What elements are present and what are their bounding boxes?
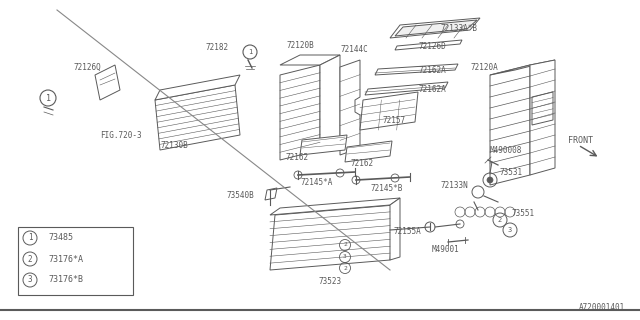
Polygon shape	[395, 20, 477, 36]
Text: 72145*A: 72145*A	[300, 178, 332, 187]
Polygon shape	[280, 55, 340, 65]
Text: M49001: M49001	[432, 245, 460, 254]
Text: 2: 2	[498, 217, 502, 223]
Text: 73485: 73485	[48, 234, 73, 243]
Text: 73531: 73531	[499, 167, 522, 177]
Polygon shape	[390, 18, 480, 38]
Text: 3: 3	[508, 227, 512, 233]
Text: 3: 3	[343, 254, 347, 260]
Text: 73176*A: 73176*A	[48, 254, 83, 263]
Polygon shape	[270, 198, 400, 215]
Polygon shape	[395, 40, 462, 50]
Text: 2: 2	[343, 266, 347, 270]
Text: 73540B: 73540B	[226, 190, 253, 199]
Text: 72157: 72157	[382, 116, 405, 124]
Polygon shape	[265, 188, 277, 200]
Circle shape	[487, 177, 493, 183]
Polygon shape	[95, 65, 120, 100]
Text: 2: 2	[343, 243, 347, 247]
Polygon shape	[375, 64, 458, 75]
Polygon shape	[155, 75, 240, 100]
Text: FRONT: FRONT	[568, 135, 593, 145]
Polygon shape	[300, 135, 347, 155]
Polygon shape	[490, 65, 530, 185]
Polygon shape	[360, 92, 418, 130]
Text: 72120A: 72120A	[470, 62, 498, 71]
Polygon shape	[155, 85, 240, 150]
Text: 72133A*B: 72133A*B	[440, 23, 477, 33]
Text: FIG.720-3: FIG.720-3	[100, 131, 141, 140]
Text: 72162A: 72162A	[418, 84, 445, 93]
Text: 72130B: 72130B	[160, 140, 188, 149]
Polygon shape	[340, 60, 360, 155]
Text: 1: 1	[45, 93, 51, 102]
Polygon shape	[390, 198, 400, 260]
Polygon shape	[530, 60, 555, 175]
Polygon shape	[270, 205, 395, 270]
Text: 1: 1	[28, 234, 32, 243]
Text: 72126D: 72126D	[418, 42, 445, 51]
Text: 72126Q: 72126Q	[73, 62, 100, 71]
Bar	[18, 227, 133, 295]
Text: 72133N: 72133N	[440, 180, 468, 189]
Polygon shape	[320, 55, 340, 150]
Text: 72162: 72162	[285, 153, 308, 162]
Polygon shape	[280, 65, 320, 160]
Text: M490008: M490008	[490, 146, 522, 155]
Text: 72182: 72182	[205, 43, 228, 52]
Text: 72162A: 72162A	[418, 66, 445, 75]
Text: 2: 2	[28, 254, 32, 263]
Text: A720001401: A720001401	[579, 303, 625, 312]
Text: 72162: 72162	[350, 158, 373, 167]
Text: 3: 3	[28, 276, 32, 284]
Text: 72144C: 72144C	[340, 44, 368, 53]
Text: 1: 1	[248, 49, 252, 55]
Polygon shape	[532, 92, 553, 125]
Text: 72120B: 72120B	[286, 41, 314, 50]
Text: 73176*B: 73176*B	[48, 276, 83, 284]
Text: 72155A: 72155A	[393, 228, 420, 236]
Text: 72145*B: 72145*B	[370, 183, 403, 193]
Text: 73523: 73523	[318, 277, 341, 286]
Polygon shape	[365, 82, 448, 95]
Text: 73551: 73551	[511, 209, 534, 218]
Polygon shape	[490, 60, 555, 75]
Polygon shape	[345, 141, 392, 162]
